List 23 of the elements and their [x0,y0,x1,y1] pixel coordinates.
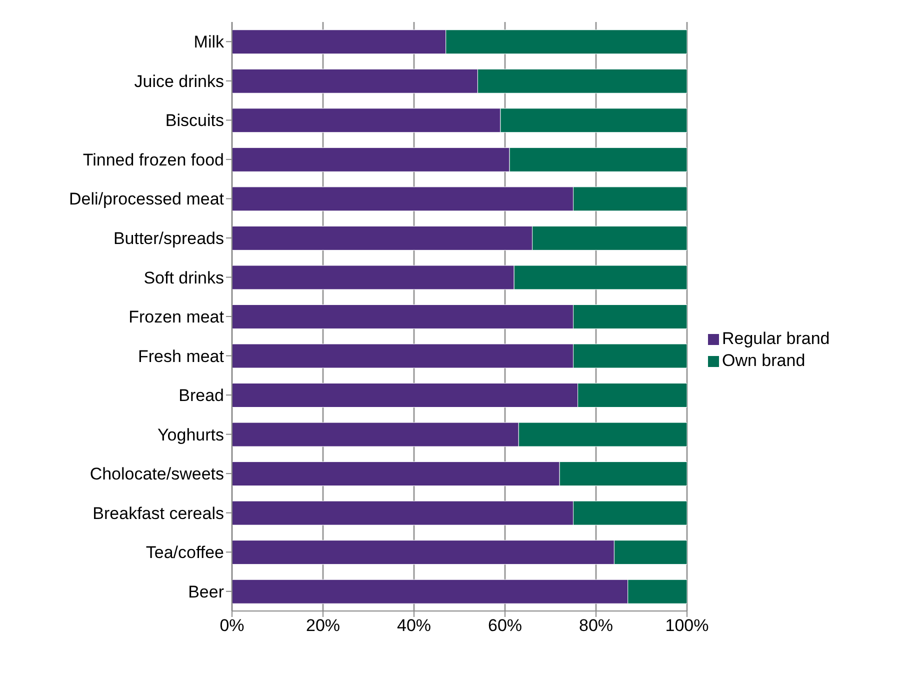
x-tick-label: 20% [306,616,340,636]
y-tick-label: Beer [188,582,224,602]
y-tick-label: Cholocate/sweets [90,464,224,484]
y-tick-label: Frozen meat [128,308,224,327]
text: Regular brand [722,329,830,349]
x-tick-label: 0% [220,616,244,636]
legend-label: Own brand [722,351,806,371]
y-tick-label: Yoghurts [158,425,224,444]
y-tick-label: Biscuits [165,111,224,130]
x-tick-label: 80% [578,616,614,636]
x-tick-label: 40% [396,616,432,636]
y-tick-label: Butter/spreads [113,229,224,248]
y-tick-label: Soft drinks [144,268,224,288]
x-tick-label: 100% [665,616,709,636]
y-tick-label: Milk [194,32,224,52]
y-tick-label: Breakfast cereals [92,504,224,523]
y-tick-label: Bread [178,386,224,406]
x-tick-label: 60% [488,616,522,636]
y-tick-label: Juice drinks [134,72,224,91]
y-tick-label: Deli/processed meat [69,190,224,209]
y-tick-label: Tinned frozen food [82,150,224,170]
y-tick-label: Fresh meat [138,346,224,366]
y-tick-label: Tea/coffee [146,543,224,562]
